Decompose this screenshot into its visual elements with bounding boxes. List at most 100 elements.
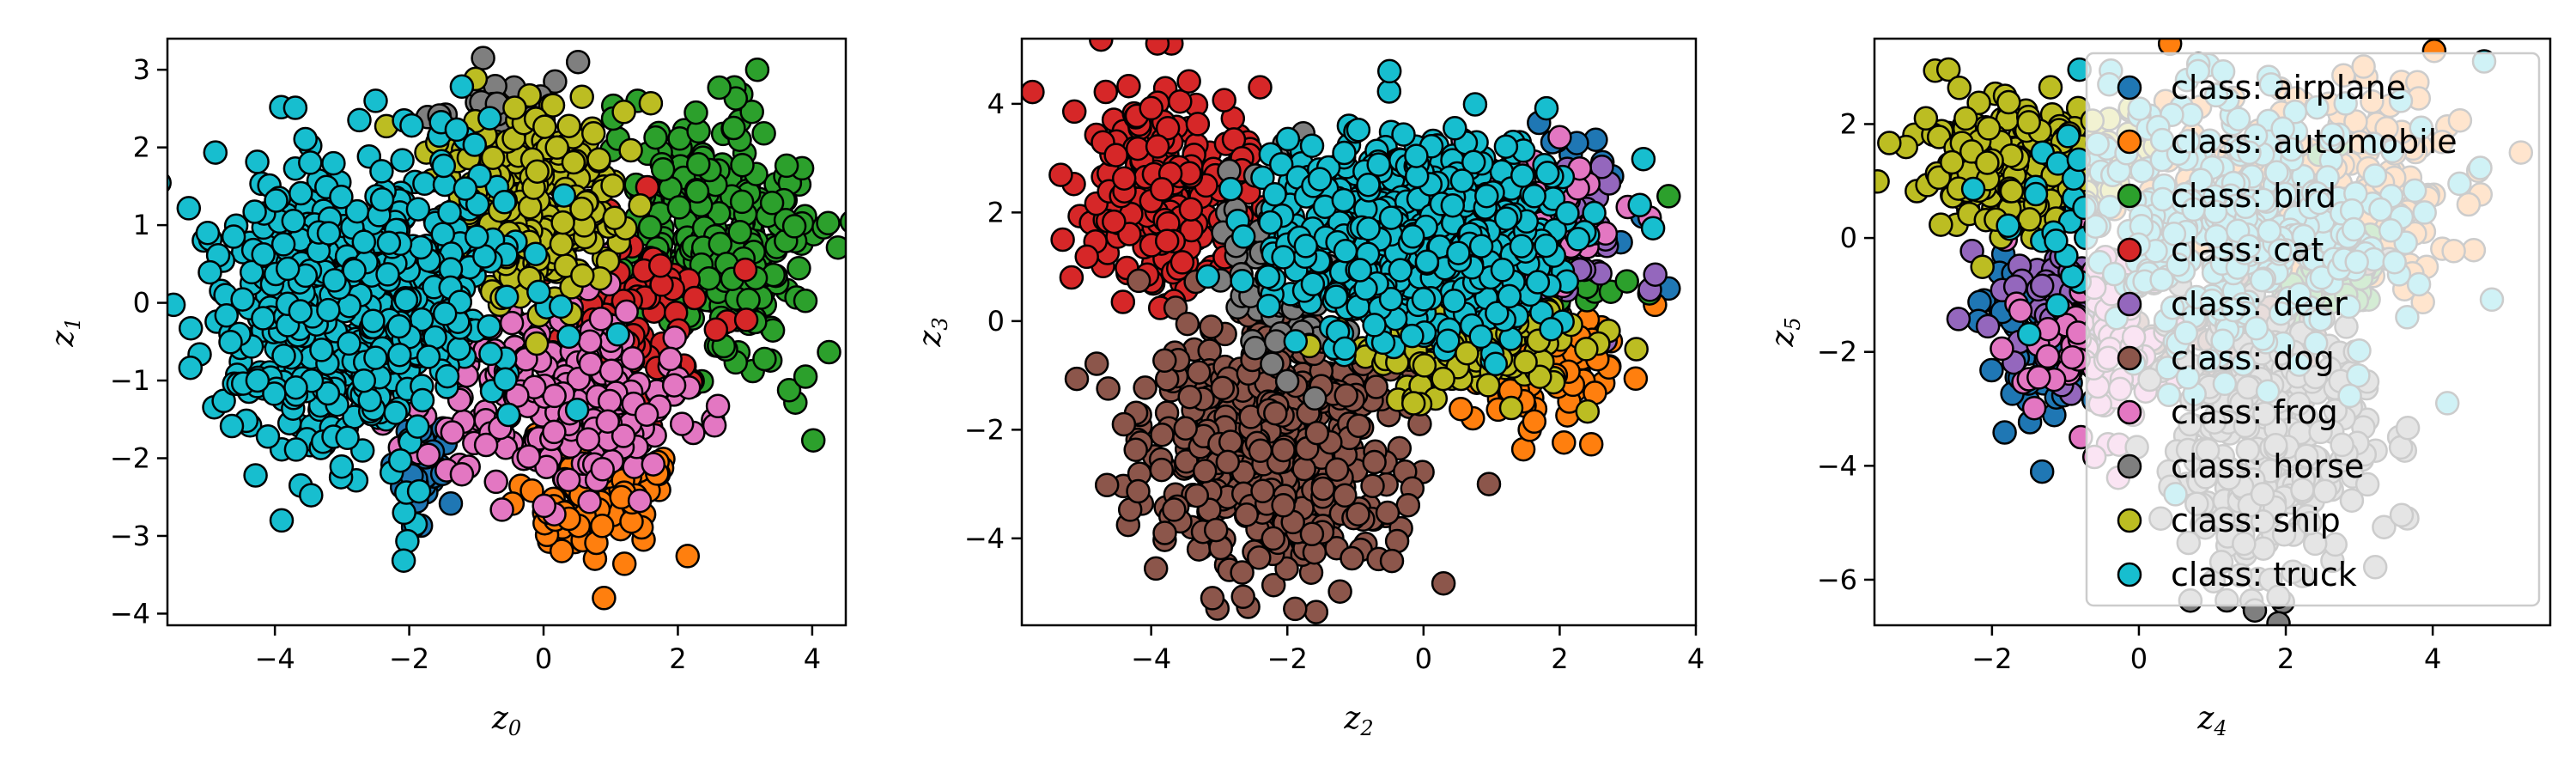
point-bird (752, 346, 777, 372)
point-truck (299, 483, 324, 508)
point-dog (1215, 449, 1241, 475)
point-frog (556, 467, 581, 493)
point-truck (416, 344, 441, 369)
point-truck (2044, 293, 2070, 318)
point-dog (1218, 429, 1243, 454)
point-truck (494, 284, 519, 309)
point-dog (1261, 572, 1286, 598)
point-bird (727, 219, 752, 245)
point-truck (375, 262, 400, 287)
point-truck (221, 224, 246, 249)
x-tick-label: 0 (1415, 642, 1432, 675)
point-ship (1475, 373, 1501, 398)
x-tick-label: −4 (255, 642, 295, 675)
y-tick-label: −3 (110, 520, 150, 552)
point-dog (1248, 438, 1273, 464)
point-ship (602, 205, 627, 230)
point-truck (1534, 161, 1560, 186)
point-ship (1999, 179, 2025, 204)
point-ship (532, 114, 557, 139)
point-frog (542, 383, 567, 409)
point-truck (245, 368, 270, 393)
point-bird (643, 125, 668, 150)
point-ship (580, 121, 606, 146)
point-ship (1976, 116, 2002, 141)
point-truck (1262, 182, 1287, 207)
point-truck (178, 355, 204, 380)
point-bird (707, 75, 732, 100)
point-truck (1293, 234, 1319, 259)
point-dog (1162, 497, 1187, 522)
point-cat (1168, 88, 1193, 114)
point-dog (1133, 375, 1157, 400)
point-dog (1271, 437, 1296, 463)
point-truck (322, 268, 347, 293)
point-truck (1346, 117, 1371, 143)
point-ship (638, 90, 664, 116)
point-truck (1218, 176, 1243, 202)
point-truck (1493, 134, 1519, 159)
point-frog (658, 346, 683, 372)
point-truck (1230, 268, 1255, 294)
point-ship (525, 159, 550, 184)
point-truck (1366, 152, 1391, 177)
scatter-points (1022, 39, 1681, 624)
point-dog (1123, 437, 1148, 462)
point-truck (176, 196, 202, 221)
point-automobile (2294, 0, 2317, 5)
point-truck (203, 140, 228, 165)
point-deer (1643, 262, 1668, 287)
point-truck (2033, 4, 2056, 27)
point-ship (1574, 337, 1599, 362)
point-truck (219, 413, 245, 439)
point-dog (1299, 521, 1325, 547)
point-bird (787, 256, 811, 281)
point-automobile (2157, 39, 2183, 57)
point-truck (477, 106, 502, 131)
point-bird (650, 157, 676, 182)
point-truck (1493, 206, 1519, 231)
point-truck (1195, 264, 1220, 289)
point-truck (243, 463, 268, 488)
point-truck (432, 301, 458, 326)
point-dog (1271, 493, 1296, 518)
point-automobile (1578, 432, 1604, 457)
point-truck (242, 199, 267, 224)
point-dog (1152, 520, 1177, 545)
point-cat (1149, 177, 1175, 202)
point-ship (1947, 76, 1972, 100)
point-truck (262, 381, 287, 406)
point-truck (387, 342, 412, 368)
y-tick-label: 0 (987, 305, 1005, 338)
point-bird (721, 115, 746, 141)
point-dog (1173, 416, 1198, 441)
point-cat (1155, 115, 1181, 141)
point-dog (1177, 384, 1202, 410)
point-truck (408, 234, 434, 260)
point-dog (1175, 311, 1200, 337)
point-dog (1111, 411, 1137, 437)
point-cat (682, 285, 708, 311)
point-truck (1534, 95, 1559, 121)
point-truck (1271, 245, 1296, 270)
point-dog (1362, 449, 1387, 475)
point-truck (1462, 92, 1488, 117)
y-tick-label: 1 (133, 209, 150, 241)
point-truck (337, 331, 361, 356)
point-dog (1203, 517, 1229, 543)
point-ship (1953, 106, 1978, 131)
point-truck (363, 345, 388, 370)
point-bird (739, 99, 764, 125)
point-ship (1877, 131, 1902, 155)
point-dog (1234, 502, 1260, 527)
point-ship (549, 232, 574, 257)
point-cat (1110, 289, 1136, 314)
point-bird (800, 428, 826, 453)
point-cat (733, 307, 759, 332)
point-cat (1248, 75, 1273, 100)
point-ship (550, 210, 575, 235)
point-dog (1230, 584, 1255, 610)
point-dog (1192, 459, 1218, 484)
point-frog (534, 454, 559, 479)
